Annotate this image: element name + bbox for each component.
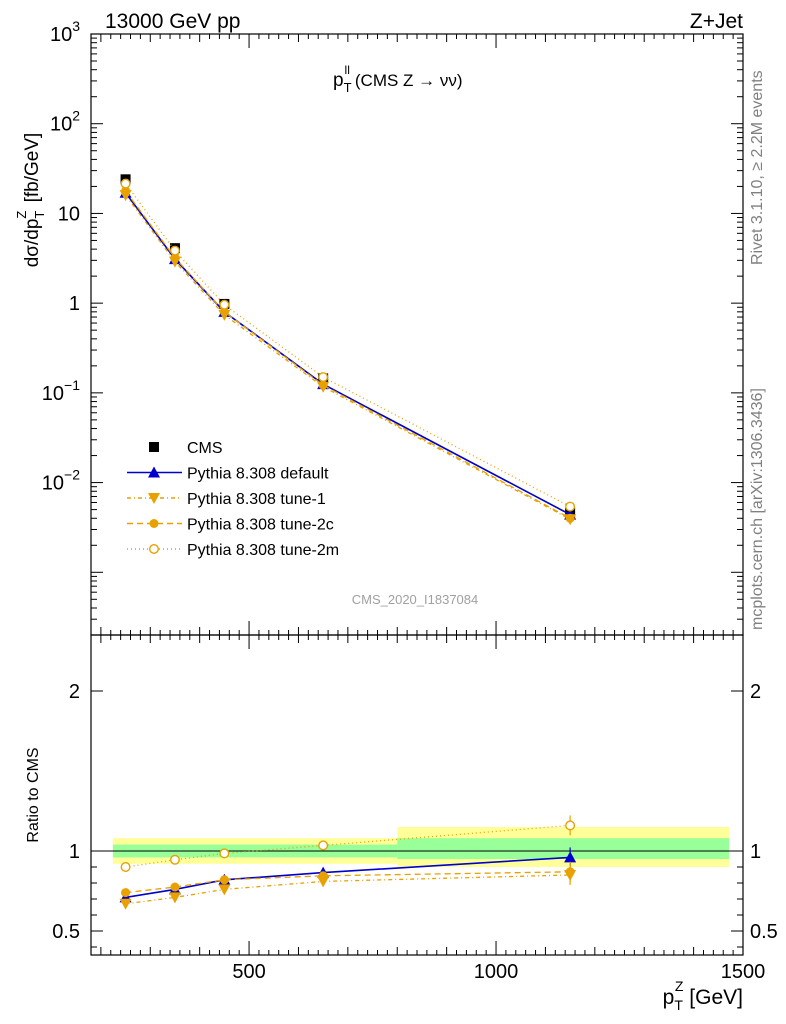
x-tick-label: 1500 bbox=[721, 961, 766, 983]
ratio-series-group bbox=[119, 815, 577, 910]
main-data-point bbox=[318, 372, 329, 383]
mcplots-label: mcplots.cern.ch [arXiv:1306.3436] bbox=[749, 388, 766, 630]
ratio-y-tick-label: 2 bbox=[69, 681, 80, 703]
x-tick-label: 500 bbox=[232, 961, 265, 983]
main-y-tick-label: 10 bbox=[58, 203, 80, 225]
main-data-point bbox=[169, 245, 180, 256]
legend-marker bbox=[149, 442, 159, 452]
main-y-tick-label: 10−1 bbox=[42, 377, 80, 405]
legend-marker bbox=[148, 466, 160, 478]
ratio-y-tick-label-right: 2 bbox=[750, 681, 761, 703]
xlabel-superscript: Z bbox=[675, 978, 684, 994]
ratio-series-2 bbox=[121, 861, 575, 898]
xlabel-subscript: T bbox=[674, 997, 683, 1013]
ratio-panel: 0.5 0.5 1 1 2 2 500 1000 1500 Ratio to CMS pTZ [… bbox=[25, 634, 778, 1013]
main-y-tick-label: 102 bbox=[50, 108, 80, 136]
x-tick-label: 1000 bbox=[474, 961, 519, 983]
ratio-series-3 bbox=[120, 815, 576, 873]
ratio-y-tick-label: 0.5 bbox=[52, 921, 80, 943]
ratio-frame bbox=[90, 634, 744, 956]
title-subscript: T bbox=[344, 80, 352, 95]
main-data-point bbox=[219, 299, 230, 310]
ratio-data-point bbox=[565, 867, 575, 877]
ratio-axis-ticks: 0.5 0.5 1 1 2 2 500 1000 1500 bbox=[52, 635, 778, 983]
main-series-line bbox=[125, 190, 571, 519]
rivet-label: Rivet 3.1.10, ≥ 2.2M events bbox=[749, 70, 766, 265]
ratio-y-tick-label-right: 1 bbox=[750, 841, 761, 863]
ratio-data-point bbox=[170, 882, 180, 892]
main-y-tick-label: 103 bbox=[50, 18, 80, 46]
ratio-data-point bbox=[169, 854, 180, 865]
main-ylabel: dσ/dpTZ [fb/GeV] bbox=[14, 133, 47, 268]
legend: CMS Pythia 8.308 default Pythia 8.308 tune… bbox=[127, 440, 339, 559]
title-main-letter: p bbox=[333, 70, 344, 91]
legend-entry: Pythia 8.308 tune-1 bbox=[127, 491, 326, 508]
ratio-series-line bbox=[125, 871, 571, 894]
ratio-data-point bbox=[121, 888, 131, 898]
main-watermark: CMS_2020_I1837084 bbox=[352, 592, 479, 607]
main-series-4 bbox=[120, 178, 576, 512]
ratio-ylabel: Ratio to CMS bbox=[25, 747, 42, 842]
main-data-point bbox=[219, 307, 229, 317]
main-title: pTll (CMS Z → νν) bbox=[333, 63, 463, 95]
ratio-data-point bbox=[564, 851, 577, 863]
legend-marker bbox=[148, 544, 159, 555]
main-data-point bbox=[120, 178, 131, 189]
ratio-series-line bbox=[125, 874, 571, 905]
legend-marker bbox=[149, 519, 159, 528]
ratio-data-point bbox=[120, 862, 131, 873]
title-rest: (CMS Z → νν) bbox=[355, 71, 463, 90]
main-y-tick-label: 1 bbox=[69, 293, 80, 315]
ratio-data-point bbox=[218, 884, 231, 896]
ratio-data-point bbox=[219, 875, 229, 885]
ratio-y-tick-label-right: 0.5 bbox=[750, 921, 778, 943]
main-y-tick-label: 10−2 bbox=[42, 467, 80, 495]
xlabel-main-letter: p bbox=[663, 986, 675, 1009]
legend-entry: Pythia 8.308 tune-2c bbox=[127, 517, 334, 534]
legend-label: Pythia 8.308 tune-1 bbox=[187, 491, 326, 508]
header-right-label: Z+Jet bbox=[690, 10, 743, 33]
title-superscript: ll bbox=[345, 63, 350, 77]
ratio-data-point bbox=[119, 898, 132, 910]
main-series-3 bbox=[121, 186, 575, 523]
ratio-uncertainty-bands bbox=[112, 827, 729, 867]
ratio-data-point bbox=[219, 848, 230, 859]
ratio-data-point bbox=[318, 871, 328, 881]
main-series-group bbox=[119, 174, 577, 526]
legend-entry: CMS bbox=[149, 440, 223, 457]
main-data-point bbox=[318, 380, 328, 390]
legend-entry: Pythia 8.308 default bbox=[127, 466, 329, 483]
legend-label: Pythia 8.308 tune-2c bbox=[187, 517, 334, 534]
ratio-y-tick-label: 1 bbox=[69, 841, 80, 863]
legend-marker bbox=[148, 493, 160, 504]
legend-entry: Pythia 8.308 tune-2m bbox=[127, 542, 339, 559]
ratio-data-point bbox=[318, 840, 329, 851]
ratio-data-point bbox=[168, 892, 181, 904]
main-data-point bbox=[565, 501, 576, 512]
legend-label: CMS bbox=[187, 440, 223, 457]
main-data-point bbox=[565, 513, 575, 523]
main-ylabel-text: dσ/dpTZ [fb/GeV] bbox=[14, 133, 47, 268]
ratio-data-point bbox=[565, 820, 576, 831]
main-data-point bbox=[170, 253, 180, 263]
legend-label: Pythia 8.308 tune-2m bbox=[187, 542, 339, 559]
xlabel-rest: [GeV] bbox=[683, 986, 743, 1009]
legend-label: Pythia 8.308 default bbox=[187, 466, 329, 483]
header-left-label: 13000 GeV pp bbox=[105, 10, 240, 33]
ratio-band-green bbox=[397, 838, 729, 859]
main-data-point bbox=[121, 186, 131, 196]
main-series-line bbox=[125, 183, 571, 508]
x-axis-label: pTZ [GeV] bbox=[663, 978, 743, 1013]
